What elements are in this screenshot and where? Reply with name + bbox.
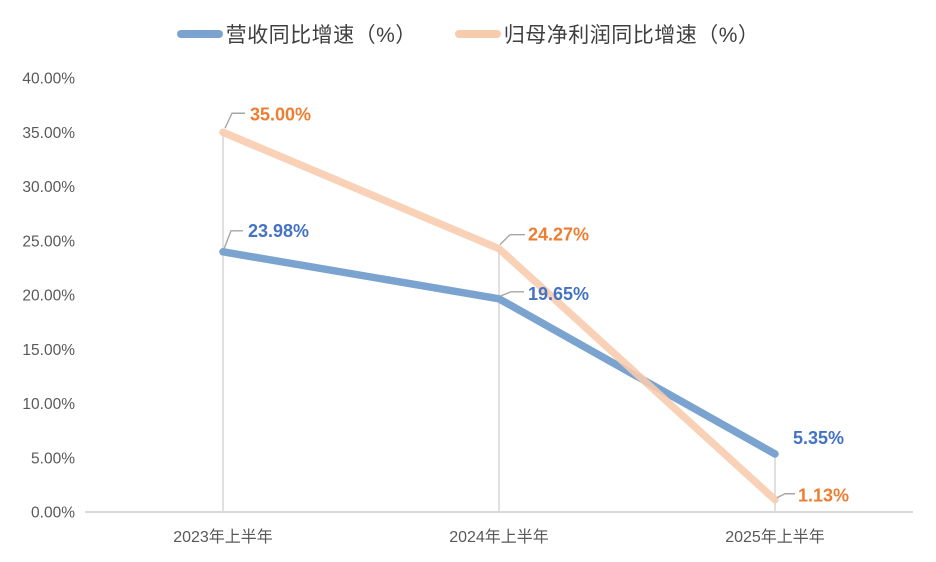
legend-dash-icon — [176, 30, 223, 38]
x-axis-category-label: 2023年上半年 — [173, 528, 273, 546]
x-axis-category-label: 2024年上半年 — [449, 528, 549, 546]
x-axis-category-label: 2025年上半年 — [725, 528, 825, 546]
series-line — [219, 248, 779, 458]
data-point-label: 19.65% — [528, 284, 589, 304]
data-point-label: 23.98% — [248, 221, 309, 241]
y-axis-tick-label: 0.00% — [31, 505, 75, 522]
y-axis-tick-label: 25.00% — [22, 233, 75, 250]
y-axis-tick-label: 20.00% — [22, 288, 75, 305]
y-axis-tick-label: 35.00% — [22, 125, 75, 142]
label-leader-line — [499, 233, 525, 246]
legend-dash-icon — [454, 30, 501, 38]
legend-item-net-profit-growth: 归母净利润同比增速（%） — [454, 19, 760, 49]
label-leader-line — [500, 291, 524, 297]
data-point-label: 24.27% — [528, 225, 589, 245]
y-axis-tick-label: 10.00% — [22, 396, 75, 413]
y-axis-tick-label: 5.00% — [31, 450, 75, 467]
y-axis-tick-label: 15.00% — [22, 342, 75, 359]
label-leader-line — [776, 493, 795, 499]
data-point-label: 35.00% — [250, 104, 311, 124]
legend-label-net-profit-growth: 归母净利润同比增速（%） — [503, 24, 760, 47]
y-axis-tick-label: 40.00% — [22, 71, 75, 88]
data-point-label: 5.35% — [793, 428, 844, 448]
label-leader-line — [223, 230, 243, 250]
data-point-label: 1.13% — [798, 486, 849, 506]
legend-item-revenue-growth: 营收同比增速（%） — [176, 19, 417, 49]
y-axis-tick-label: 30.00% — [22, 179, 75, 196]
legend-label-revenue-growth: 营收同比增速（%） — [225, 24, 417, 47]
label-leader-line — [224, 112, 245, 129]
series-line — [219, 128, 779, 504]
chart-legend: 营收同比增速（%） 归母净利润同比增速（%） — [0, 19, 936, 49]
